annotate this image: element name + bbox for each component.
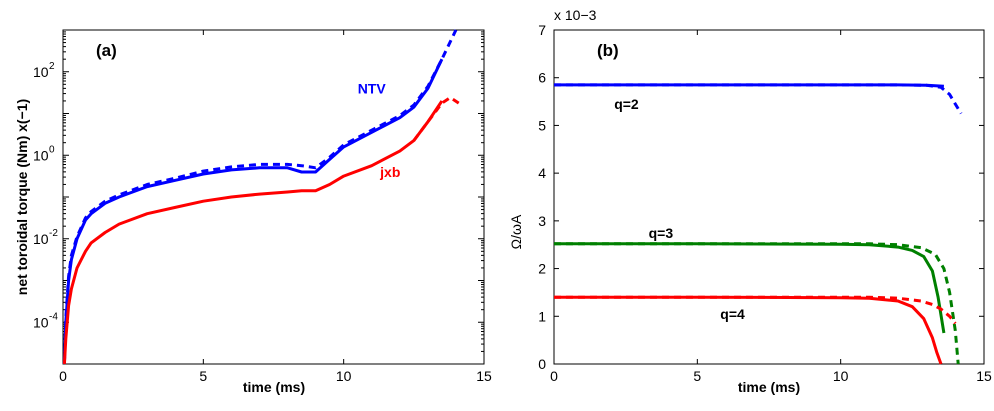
annotations-a: NTV jxb: [358, 80, 401, 180]
series-lines-a: [62, 29, 460, 365]
x-tick-label-a: 10: [336, 368, 352, 384]
panel-label-a: (a): [96, 41, 117, 60]
y-tick-label-b: 0: [538, 356, 546, 372]
y-tick-label-b: 5: [538, 117, 546, 133]
series-line-a: [62, 100, 444, 365]
y-tick-label-b: 4: [538, 165, 546, 181]
series-line-a: [62, 29, 458, 365]
series-lines-b: [554, 83, 963, 365]
annotations-b: q=2 q=3 q=4: [614, 96, 745, 322]
plot-frame-a: [62, 29, 485, 365]
y-tick-exponent-a: 2: [49, 61, 55, 72]
y-tick-label-b: 2: [538, 261, 546, 277]
y-tick-label-a: 10: [33, 231, 49, 247]
x-tick-label-b: 10: [833, 368, 849, 384]
y-tick-labels-b: 0 1 2 3 4 5 6 7: [538, 22, 546, 372]
y-axis-label-a: net toroidal torque (Nm) x(−1): [14, 99, 30, 295]
x-tick-labels-b: 0 5 10 15: [550, 368, 992, 384]
y-tick-exponent-a: 0: [49, 144, 55, 155]
y-tick-label-b: 6: [538, 70, 546, 86]
tick-marks-a: [62, 30, 485, 365]
y-tick-label-a: 10: [33, 314, 49, 330]
series-line-a: [62, 58, 444, 365]
y-tick-label-b: 7: [538, 22, 546, 38]
plot-frame-b: [553, 29, 985, 365]
x-tick-label-a: 0: [59, 368, 67, 384]
panel-label-b: (b): [597, 41, 619, 60]
y-multiplier-b: x 10−3: [554, 7, 597, 23]
series-line-b: [554, 242, 946, 334]
series-line-a: [412, 96, 460, 142]
annotation-b: q=2: [614, 96, 639, 112]
y-tick-exponent-a: -2: [49, 228, 58, 239]
annotation-b: q=3: [649, 225, 674, 241]
x-axis-label-a: time (ms): [243, 379, 305, 395]
series-line-b: [554, 295, 943, 365]
y-axis-label-b: Ω/ωA: [508, 214, 524, 249]
series-line-b: [554, 242, 960, 365]
x-tick-label-a: 15: [476, 368, 492, 384]
x-tick-label-b: 5: [693, 368, 701, 384]
tick-marks-b: [553, 29, 985, 365]
x-tick-labels-a: 0 5 10 15: [59, 368, 492, 384]
x-tick-label-b: 15: [976, 368, 992, 384]
x-tick-label-b: 0: [550, 368, 558, 384]
y-tick-exponent-a: -4: [49, 311, 58, 322]
series-line-b: [554, 83, 963, 115]
annotation-b: q=4: [720, 306, 745, 322]
y-tick-label-b: 1: [538, 308, 546, 324]
y-tick-label-a: 10: [33, 64, 49, 80]
annotation-a: jxb: [379, 164, 400, 180]
y-tick-label-a: 10: [33, 147, 49, 163]
annotation-a: NTV: [358, 80, 387, 96]
x-tick-label-a: 5: [199, 368, 207, 384]
y-tick-label-b: 3: [538, 213, 546, 229]
x-axis-label-b: time (ms): [738, 379, 800, 395]
